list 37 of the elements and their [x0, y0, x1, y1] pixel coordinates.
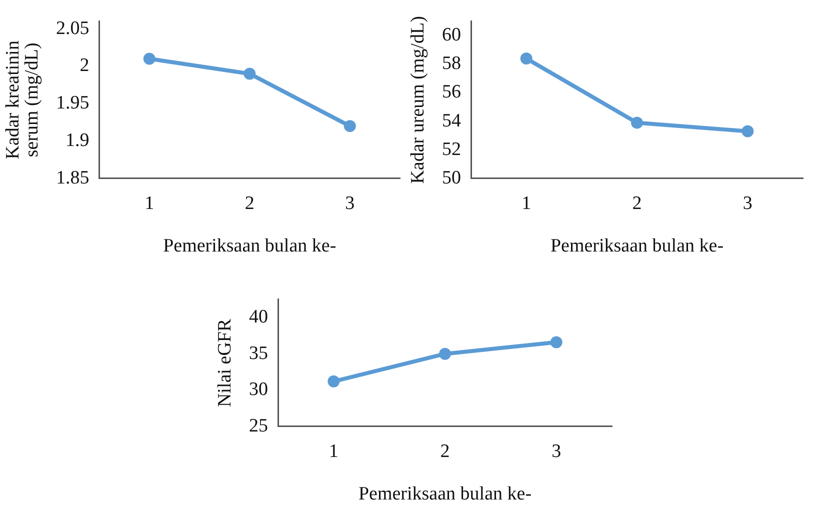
y-tick-label: 25	[249, 415, 268, 436]
y-tick-label: 60	[442, 24, 461, 46]
point	[550, 336, 562, 348]
point	[328, 375, 340, 388]
y-tick-label: 1.9	[66, 130, 90, 152]
x-tick-label: 2	[632, 192, 642, 214]
x-axis-title: Pemeriksaan bulan ke-	[550, 236, 724, 257]
y-axis-title: Kadar kreatinin serum (mg/dL)	[2, 40, 42, 160]
x-axis-title: Pemeriksaan bulan ke-	[163, 236, 336, 257]
x-tick-label: 1	[522, 192, 532, 214]
point	[143, 52, 156, 65]
point	[742, 125, 754, 138]
y-tick-label: 30	[249, 379, 268, 400]
point	[244, 68, 256, 80]
point	[520, 52, 532, 65]
y-tick-label: 56	[442, 82, 461, 103]
y-tick-label: 2.05	[56, 18, 90, 39]
x-tick-label: 1	[144, 192, 154, 214]
y-tick-label: 2	[80, 55, 90, 76]
y-axis-title: Kadar ureum (mg/dL)	[407, 16, 428, 184]
x-tick-label: 1	[328, 440, 338, 462]
x-tick-label: 3	[345, 192, 355, 214]
x-axis-title: Pemeriksaan bulan ke-	[358, 484, 532, 505]
y-tick-label: 40	[249, 306, 268, 328]
y-tick-label: 58	[442, 53, 461, 74]
y-axis-title: Nilai eGFR	[214, 318, 236, 407]
y-tick-label: 1.95	[56, 92, 90, 114]
y-tick-label: 1.85	[56, 167, 90, 188]
x-tick-label: 3	[742, 192, 752, 214]
point	[631, 116, 643, 129]
y-tick-label: 35	[249, 342, 268, 364]
y-tick-label: 52	[442, 138, 461, 160]
point	[439, 348, 451, 360]
y-tick-label: 50	[442, 167, 461, 188]
y-tick-label: 54	[442, 110, 462, 132]
x-tick-label: 3	[552, 440, 562, 462]
point	[344, 120, 356, 132]
